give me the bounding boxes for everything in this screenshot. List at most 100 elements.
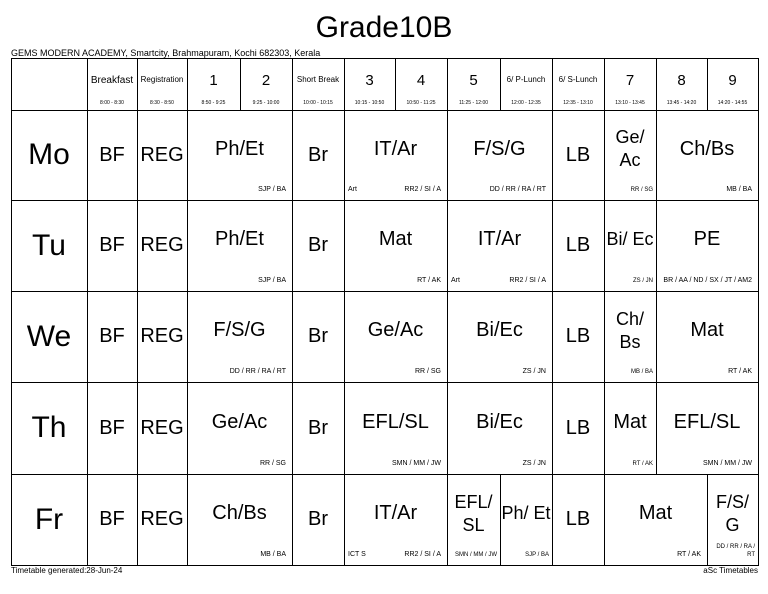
- lesson-cell[interactable]: IT/Ar RR2 / SI / A Art: [447, 200, 552, 291]
- lesson-cell[interactable]: Bi/ Ec ZS / JN: [604, 200, 656, 291]
- period-name: 6/ S-Lunch: [558, 75, 598, 84]
- lesson-subject: LB: [565, 416, 591, 439]
- grid-line: [187, 200, 188, 292]
- period-header: 6/ P-Lunch 12:00 - 12:35: [500, 58, 552, 110]
- lesson-cell[interactable]: BF: [87, 382, 137, 474]
- grid-line: [292, 110, 293, 201]
- lesson-subject: Bi/ Ec: [606, 229, 654, 249]
- lesson-cell[interactable]: REG: [137, 200, 187, 291]
- lesson-cell[interactable]: Br: [292, 382, 344, 474]
- grid-line: [447, 58, 448, 111]
- grid-line: [240, 58, 241, 111]
- school-name: GEMS MODERN ACADEMY, Smartcity, Brahmapu…: [11, 48, 321, 58]
- lesson-subject: Bi/Ec: [476, 319, 523, 341]
- grid-line: [552, 200, 553, 292]
- grid-line: [137, 382, 138, 475]
- grid-line: [604, 200, 605, 292]
- grid-line: [11, 382, 759, 383]
- lesson-cell[interactable]: Bi/Ec ZS / JN: [447, 382, 552, 474]
- lesson-cell[interactable]: EFL/SL SMN / MM / JW: [344, 382, 447, 474]
- lesson-teachers: RT / AK: [677, 551, 701, 558]
- day-label: Tu: [32, 228, 66, 262]
- lesson-cell[interactable]: Ph/Et SJP / BA: [187, 200, 292, 291]
- lesson-cell[interactable]: Ge/ Ac RR / SG: [604, 110, 656, 200]
- lesson-teachers: RR2 / SI / A: [509, 277, 546, 284]
- grid-line: [137, 474, 138, 566]
- grid-line: [758, 382, 759, 475]
- lesson-cell[interactable]: LB: [552, 474, 604, 565]
- grid-line: [292, 474, 293, 566]
- period-time: 13:10 - 13:45: [615, 100, 645, 106]
- lesson-subject: Mat: [638, 502, 673, 524]
- grid-line: [187, 110, 188, 201]
- lesson-cell[interactable]: F/S/ G DD / RR / RA / RT: [707, 474, 758, 565]
- period-header: 8 13:45 - 14:20: [656, 58, 707, 110]
- lesson-cell[interactable]: Ph/Et SJP / BA: [187, 110, 292, 200]
- lesson-cell[interactable]: Ch/Bs MB / BA: [656, 110, 758, 200]
- period-header: 6/ S-Lunch 12:35 - 13:10: [552, 58, 604, 110]
- lesson-cell[interactable]: BF: [87, 200, 137, 291]
- lesson-cell[interactable]: REG: [137, 110, 187, 200]
- lesson-cell[interactable]: LB: [552, 382, 604, 474]
- lesson-cell[interactable]: Mat RT / AK: [656, 291, 758, 382]
- lesson-subject: Ch/Bs: [679, 137, 735, 160]
- lesson-subject: LB: [565, 508, 591, 530]
- period-time: 12:00 - 12:35: [511, 100, 541, 106]
- lesson-cell[interactable]: BF: [87, 474, 137, 565]
- period-time: 13:45 - 14:20: [666, 100, 697, 106]
- grid-line: [137, 200, 138, 292]
- grid-line: [87, 110, 88, 201]
- grid-line: [292, 291, 293, 383]
- lesson-subject: Br: [308, 143, 328, 166]
- grid-line: [758, 200, 759, 292]
- lesson-room: Art: [348, 186, 357, 193]
- lesson-cell[interactable]: Mat RT / AK: [604, 474, 707, 565]
- grid-line: [137, 291, 138, 383]
- lesson-cell[interactable]: BF: [87, 291, 137, 382]
- lesson-cell[interactable]: Br: [292, 110, 344, 200]
- period-name: 9: [728, 72, 737, 89]
- grid-line: [87, 200, 88, 292]
- lesson-cell[interactable]: REG: [137, 291, 187, 382]
- lesson-cell[interactable]: BF: [87, 110, 137, 200]
- grid-line: [292, 58, 293, 111]
- lesson-cell[interactable]: Ge/Ac RR / SG: [187, 382, 292, 474]
- lesson-cell[interactable]: Ge/Ac RR / SG: [344, 291, 447, 382]
- lesson-cell[interactable]: F/S/G DD / RR / RA / RT: [447, 110, 552, 200]
- lesson-subject: BF: [99, 508, 125, 530]
- grid-line: [187, 58, 188, 111]
- lesson-cell[interactable]: Mat RT / AK: [344, 200, 447, 291]
- lesson-cell[interactable]: LB: [552, 200, 604, 291]
- lesson-cell[interactable]: EFL/SL SMN / MM / JW: [656, 382, 758, 474]
- lesson-cell[interactable]: Ch/Bs MB / BA: [187, 474, 292, 565]
- lesson-subject: BF: [99, 234, 125, 256]
- lesson-teachers: RR / SG: [259, 460, 286, 467]
- lesson-cell[interactable]: PE BR / AA / ND / SX / JT / AM2: [656, 200, 758, 291]
- grid-line: [187, 291, 188, 383]
- period-time: 10:15 - 10:50: [354, 100, 385, 106]
- lesson-cell[interactable]: Ph/ Et SJP / BA: [500, 474, 552, 565]
- lesson-cell[interactable]: REG: [137, 474, 187, 565]
- grid-line: [656, 58, 657, 111]
- lesson-cell[interactable]: IT/Ar RR2 / SI / A ICT S: [344, 474, 447, 565]
- lesson-cell[interactable]: Br: [292, 474, 344, 565]
- lesson-cell[interactable]: REG: [137, 382, 187, 474]
- grid-line: [137, 110, 138, 201]
- lesson-cell[interactable]: IT/Ar RR2 / SI / A Art: [344, 110, 447, 200]
- grid-line: [344, 474, 345, 566]
- lesson-cell[interactable]: Bi/Ec ZS / JN: [447, 291, 552, 382]
- lesson-teachers: SJP / BA: [258, 277, 286, 284]
- period-name: 2: [261, 72, 271, 89]
- lesson-cell[interactable]: LB: [552, 291, 604, 382]
- lesson-subject: IT/Ar: [373, 502, 418, 524]
- lesson-cell[interactable]: LB: [552, 110, 604, 200]
- lesson-teachers: ZS / JN: [522, 460, 546, 467]
- lesson-subject: Br: [308, 508, 328, 530]
- lesson-cell[interactable]: EFL/ SL SMN / MM / JW: [447, 474, 500, 565]
- lesson-cell[interactable]: F/S/G DD / RR / RA / RT: [187, 291, 292, 382]
- lesson-cell[interactable]: Br: [292, 200, 344, 291]
- lesson-cell[interactable]: Ch/ Bs MB / BA: [604, 291, 656, 382]
- lesson-cell[interactable]: Br: [292, 291, 344, 382]
- lesson-cell[interactable]: Mat RT / AK: [604, 382, 656, 474]
- grid-line: [758, 291, 759, 383]
